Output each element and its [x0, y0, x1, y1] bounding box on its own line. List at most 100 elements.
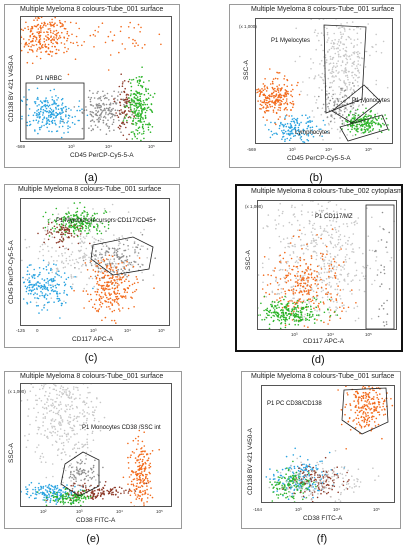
- event-dot: [332, 210, 335, 212]
- event-dot: [367, 235, 370, 237]
- event-dot: [65, 114, 67, 116]
- event-dot: [338, 242, 340, 244]
- event-dot: [46, 495, 48, 497]
- event-dot: [330, 265, 333, 267]
- event-dot: [287, 242, 289, 245]
- event-dot: [105, 107, 108, 110]
- event-dot: [138, 257, 141, 259]
- event-dot: [292, 245, 294, 247]
- event-dot: [137, 120, 139, 122]
- event-dot: [297, 304, 299, 307]
- event-dot: [67, 422, 69, 424]
- event-dot: [274, 305, 276, 308]
- event-dot: [108, 254, 111, 257]
- panel-b-tick-3: 10⁴: [325, 147, 332, 152]
- event-dot: [60, 42, 63, 44]
- event-dot: [317, 107, 319, 109]
- event-dot: [318, 264, 320, 267]
- event-dot: [135, 124, 137, 126]
- event-dot: [301, 232, 303, 235]
- event-dot: [65, 389, 68, 391]
- event-dot: [90, 263, 93, 265]
- event-dot: [360, 118, 363, 120]
- event-dot: [268, 293, 271, 296]
- event-dot: [97, 288, 99, 291]
- event-dot: [118, 240, 120, 243]
- event-dot: [310, 19, 312, 20]
- event-dot: [143, 107, 146, 109]
- event-dot: [311, 297, 314, 299]
- event-dot: [70, 41, 72, 44]
- event-dot: [51, 280, 53, 283]
- event-dot: [102, 238, 104, 241]
- event-dot: [103, 284, 105, 287]
- event-dot: [341, 35, 343, 38]
- event-dot: [138, 461, 141, 464]
- event-dot: [354, 79, 357, 81]
- event-dot: [108, 260, 111, 263]
- event-dot: [52, 475, 54, 478]
- event-dot: [103, 97, 106, 100]
- event-dot: [351, 250, 353, 253]
- event-dot: [51, 55, 53, 57]
- event-dot: [43, 287, 46, 290]
- event-dot: [137, 44, 139, 47]
- event-dot: [294, 216, 296, 218]
- event-dot: [53, 119, 56, 122]
- event-dot: [56, 38, 59, 41]
- event-dot: [72, 276, 75, 278]
- event-dot: [266, 284, 269, 286]
- event-dot: [119, 113, 121, 115]
- panel-d-tick-0: (x 1,000): [245, 204, 263, 209]
- event-dot: [357, 114, 360, 116]
- event-dot: [133, 108, 136, 110]
- event-dot: [110, 274, 112, 276]
- event-dot: [42, 46, 44, 49]
- event-dot: [118, 292, 121, 295]
- event-dot: [336, 266, 338, 268]
- event-dot: [110, 218, 112, 220]
- event-dot: [69, 21, 72, 24]
- event-dot: [266, 96, 268, 98]
- event-dot: [279, 268, 282, 271]
- event-dot: [346, 225, 349, 228]
- event-dot: [104, 94, 106, 97]
- event-dot: [61, 102, 64, 104]
- event-dot: [66, 30, 69, 33]
- event-dot: [84, 256, 86, 258]
- event-dot: [338, 86, 340, 88]
- event-dot: [70, 436, 72, 438]
- event-dot: [301, 132, 303, 135]
- event-dot: [67, 215, 70, 218]
- event-dot: [283, 78, 285, 80]
- event-dot: [56, 24, 58, 26]
- event-dot: [264, 84, 266, 87]
- event-dot: [386, 313, 389, 315]
- event-dot: [86, 215, 88, 217]
- event-dot: [112, 107, 114, 110]
- event-dot: [259, 107, 261, 110]
- event-dot: [282, 318, 285, 321]
- event-dot: [59, 36, 62, 39]
- event-dot: [284, 322, 287, 325]
- event-dot: [264, 94, 266, 97]
- event-dot: [133, 489, 136, 491]
- event-dot: [112, 275, 114, 277]
- event-dot: [56, 393, 58, 396]
- event-dot: [134, 437, 137, 440]
- event-dot: [35, 301, 38, 304]
- event-dot: [75, 417, 78, 419]
- event-dot: [89, 223, 91, 226]
- event-dot: [72, 229, 75, 232]
- event-dot: [143, 93, 146, 96]
- event-dot: [314, 245, 317, 247]
- event-dot: [63, 27, 66, 30]
- event-dot: [96, 103, 99, 106]
- event-dot: [293, 117, 295, 120]
- event-dot: [71, 287, 73, 290]
- event-dot: [352, 62, 355, 64]
- event-dot: [128, 262, 130, 264]
- event-dot: [91, 111, 93, 113]
- event-dot: [356, 32, 359, 35]
- event-dot: [98, 308, 101, 310]
